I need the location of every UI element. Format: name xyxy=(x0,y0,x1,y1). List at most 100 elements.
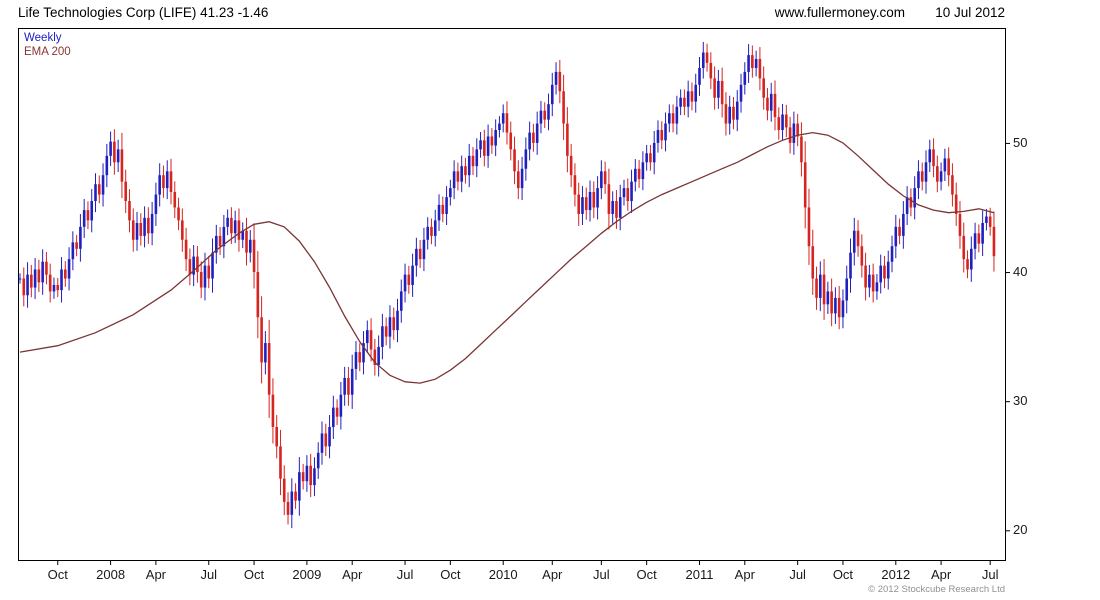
candle-body xyxy=(630,181,633,202)
candle-body xyxy=(324,433,328,447)
candle-body xyxy=(668,113,671,124)
candle-body xyxy=(501,113,505,124)
candle-body xyxy=(105,155,109,176)
candle-body xyxy=(890,246,894,262)
candle-body xyxy=(528,132,531,150)
candle-body xyxy=(939,171,943,182)
candle-body xyxy=(403,274,407,292)
candle-body xyxy=(520,168,524,189)
candle-body xyxy=(909,197,913,208)
candle-body xyxy=(717,80,720,98)
candle-body xyxy=(301,472,305,482)
candle-body xyxy=(381,326,384,347)
candle-body xyxy=(766,97,769,111)
copyright-text: © 2012 Stockcube Research Ltd xyxy=(868,584,1005,595)
candle-body xyxy=(415,248,418,266)
candle-body xyxy=(554,71,558,85)
candle-body xyxy=(256,272,260,318)
candle-body xyxy=(917,171,920,189)
candle-body xyxy=(211,252,214,279)
candle-body xyxy=(90,201,94,221)
candle-body xyxy=(426,226,429,240)
legend-weekly: Weekly xyxy=(24,32,62,44)
candle-body xyxy=(64,269,67,279)
candle-body xyxy=(649,153,652,163)
candle-body xyxy=(237,220,241,240)
candle-body xyxy=(177,207,180,221)
candle-body xyxy=(101,175,105,195)
candle-body xyxy=(173,191,177,208)
candle-body xyxy=(320,433,324,453)
candle-body xyxy=(683,97,686,107)
candle-body xyxy=(252,239,256,273)
candle-body xyxy=(879,265,882,283)
candle-body xyxy=(109,141,112,156)
candle-body xyxy=(524,149,528,169)
candle-body xyxy=(834,297,837,314)
candle-body xyxy=(830,291,833,314)
candle-body xyxy=(135,222,139,240)
candle-body xyxy=(483,140,486,156)
candle-body xyxy=(603,171,607,185)
candle-body xyxy=(664,123,667,141)
candle-body xyxy=(656,130,660,143)
candle-body xyxy=(611,201,614,214)
candle-body xyxy=(45,261,48,275)
candle-body xyxy=(671,113,675,124)
candle-body xyxy=(951,175,954,195)
candle-body xyxy=(165,171,169,189)
candle-body xyxy=(566,123,569,156)
candle-body xyxy=(988,216,992,227)
candle-body xyxy=(902,213,905,236)
candle-body xyxy=(694,84,698,102)
candle-body xyxy=(701,52,705,69)
candle-body xyxy=(350,368,354,395)
candle-body xyxy=(618,197,622,218)
candle-body xyxy=(705,52,709,63)
candle-body xyxy=(471,155,475,167)
candle-body xyxy=(596,188,599,208)
candle-body xyxy=(362,343,365,363)
candle-body xyxy=(569,155,573,176)
candle-body xyxy=(883,265,886,279)
candle-body xyxy=(509,132,513,150)
candle-body xyxy=(732,106,735,120)
candle-body xyxy=(550,84,554,105)
candle-body xyxy=(169,171,173,192)
candle-body xyxy=(433,220,437,236)
candle-body xyxy=(369,330,373,350)
candle-body xyxy=(30,274,33,288)
candle-body xyxy=(498,123,501,131)
candle-body xyxy=(245,230,248,253)
candle-body xyxy=(94,184,97,202)
candle-body xyxy=(785,114,788,128)
candle-body xyxy=(343,377,346,395)
candle-body xyxy=(279,446,282,479)
candle-body xyxy=(347,377,350,395)
candle-body xyxy=(392,317,396,331)
candle-body xyxy=(913,188,916,208)
candle-body xyxy=(97,184,101,195)
candle-body xyxy=(154,194,158,214)
candle-body xyxy=(803,162,807,208)
candle-body xyxy=(475,149,479,167)
candle-body xyxy=(958,213,962,236)
candle-body xyxy=(207,265,211,279)
candle-body xyxy=(868,274,871,288)
candle-body xyxy=(852,230,856,253)
candle-body xyxy=(973,233,977,249)
candle-body xyxy=(203,265,207,288)
candle-body xyxy=(743,71,747,85)
candle-body xyxy=(815,278,818,298)
candle-body xyxy=(188,259,192,275)
candle-body xyxy=(792,123,796,143)
candle-body xyxy=(577,194,580,214)
legend-ema-200: EMA 200 xyxy=(24,46,71,58)
candle-body xyxy=(328,427,331,447)
candle-body xyxy=(864,265,867,288)
candle-body xyxy=(856,230,860,247)
candle-body xyxy=(233,220,237,234)
candle-body xyxy=(773,93,777,118)
